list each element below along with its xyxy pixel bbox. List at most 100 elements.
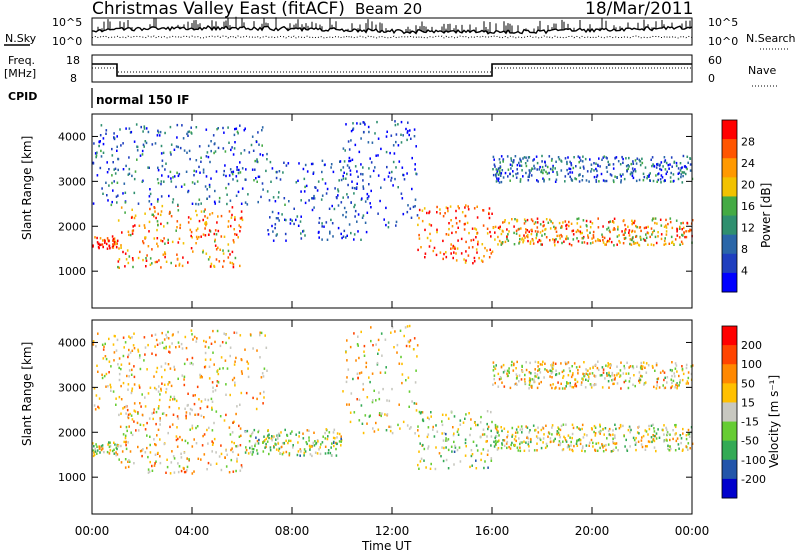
- power-cell: [509, 179, 511, 182]
- velocity-cell: [566, 381, 568, 384]
- power-colorbar-swatch: [722, 177, 737, 197]
- velocity-cell: [129, 336, 132, 340]
- power-cell: [494, 231, 496, 234]
- power-cell: [207, 144, 210, 148]
- velocity-cell: [561, 387, 564, 390]
- power-cell: [660, 233, 663, 236]
- velocity-cell: [471, 453, 474, 456]
- power-cell: [128, 156, 130, 159]
- velocity-cell: [556, 433, 558, 436]
- power-cell: [665, 230, 668, 233]
- power-cell: [573, 156, 575, 159]
- power-cell: [276, 170, 278, 174]
- velocity-cell: [678, 447, 680, 450]
- power-cell: [429, 239, 432, 242]
- velocity-cell: [230, 448, 232, 452]
- velocity-cell: [558, 440, 561, 443]
- power-cell: [542, 220, 545, 224]
- velocity-cell: [110, 389, 112, 392]
- power-cell: [403, 178, 406, 181]
- power-cell: [131, 208, 133, 211]
- velocity-cell: [321, 441, 324, 444]
- velocity-cell: [175, 399, 178, 403]
- power-cell: [525, 228, 527, 231]
- power-cell: [470, 239, 472, 242]
- power-cell: [532, 242, 535, 245]
- velocity-cell: [652, 423, 654, 426]
- velocity-cell: [593, 383, 595, 387]
- power-cell: [426, 236, 429, 240]
- velocity-cell: [251, 453, 254, 456]
- power-cell: [556, 173, 559, 176]
- velocity-cell: [552, 361, 555, 364]
- power-cell: [131, 232, 134, 235]
- power-cell: [347, 140, 350, 143]
- velocity-cell: [667, 444, 669, 447]
- velocity-cell: [111, 449, 114, 453]
- velocity-cell: [125, 404, 128, 408]
- power-cell: [113, 168, 115, 171]
- velocity-cell: [153, 375, 155, 378]
- velocity-cell: [124, 466, 127, 469]
- power-cell: [239, 225, 242, 229]
- power-cell: [366, 197, 369, 201]
- velocity-cell: [132, 344, 135, 347]
- velocity-cell: [167, 431, 169, 435]
- velocity-cell: [184, 335, 187, 339]
- velocity-cell: [545, 442, 548, 446]
- velocity-cell: [666, 381, 668, 384]
- velocity-cell: [601, 374, 603, 377]
- power-cell: [120, 244, 122, 247]
- velocity-cell: [250, 435, 252, 438]
- power-cell: [582, 219, 585, 222]
- power-cell: [367, 141, 370, 144]
- velocity-cell: [168, 405, 171, 409]
- power-cell: [318, 236, 320, 239]
- power-cell: [458, 207, 460, 210]
- power-cell: [231, 213, 233, 217]
- velocity-cell: [550, 372, 553, 375]
- velocity-cell: [257, 442, 260, 445]
- velocity-cell: [164, 368, 166, 372]
- power-cell: [114, 240, 117, 243]
- velocity-cell: [381, 412, 383, 415]
- power-cell: [450, 219, 452, 222]
- velocity-colorbar-swatch: [722, 478, 737, 499]
- velocity-cell: [457, 428, 460, 431]
- power-cell: [227, 182, 230, 186]
- power-colorbar-swatch: [722, 139, 737, 159]
- velocity-cell: [302, 437, 305, 440]
- velocity-cell: [221, 341, 224, 344]
- power-cell: [102, 239, 104, 242]
- power-cell: [105, 242, 108, 246]
- power-cell: [428, 210, 431, 213]
- velocity-cell: [501, 381, 503, 384]
- velocity-cell: [640, 443, 643, 446]
- velocity-colorbar-swatch: [722, 364, 737, 384]
- nsearch-tick-high: 10^5: [708, 16, 738, 29]
- velocity-cell: [264, 439, 266, 442]
- power-cell: [234, 141, 236, 144]
- velocity-cell: [127, 353, 130, 356]
- power-cell: [130, 216, 133, 219]
- velocity-cell: [124, 458, 127, 461]
- velocity-cell: [416, 355, 418, 358]
- power-cell: [612, 167, 615, 170]
- power-cell: [196, 213, 198, 217]
- velocity-cell: [612, 448, 615, 452]
- power-cell: [500, 180, 503, 184]
- power-cell: [579, 225, 582, 228]
- power-colorbar-tick-label: 4: [741, 265, 748, 278]
- power-cell: [115, 195, 118, 198]
- velocity-cell: [549, 375, 551, 378]
- velocity-cell: [224, 333, 227, 336]
- velocity-cell: [267, 429, 269, 432]
- power-cell: [502, 230, 504, 233]
- velocity-cell: [494, 436, 496, 440]
- power-cell: [565, 227, 568, 230]
- power-cell: [203, 210, 205, 213]
- velocity-cell: [417, 425, 419, 428]
- power-cell: [568, 167, 570, 170]
- power-cell: [362, 187, 365, 190]
- power-cell: [190, 230, 193, 234]
